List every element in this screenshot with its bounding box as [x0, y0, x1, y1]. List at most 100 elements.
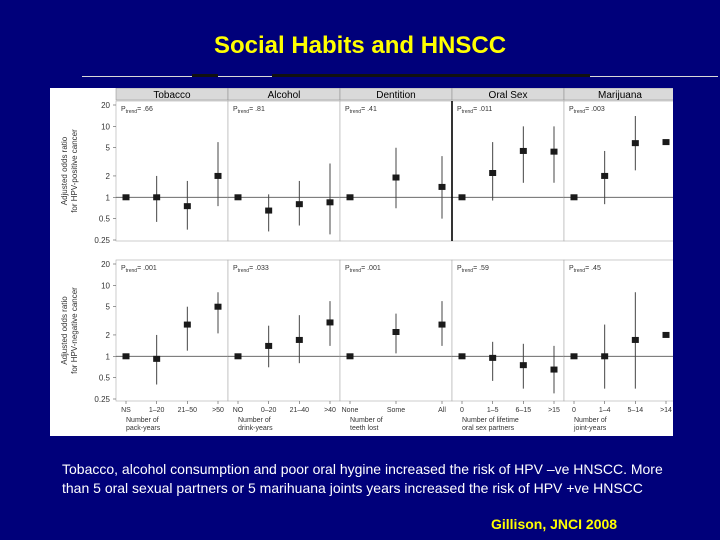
forest-plot-figure: Tobacco Ptrend= .66 Ptrend= .001 NS 1–20 21–5… [50, 88, 673, 436]
odds-ratio-point [214, 172, 222, 179]
odds-ratio-point [438, 183, 446, 190]
x-tick-label: >14 [660, 407, 672, 414]
x-axis-label: Number of [238, 417, 271, 424]
x-tick-label: 1–20 [149, 407, 165, 414]
x-tick-label: 21–40 [290, 407, 310, 414]
odds-ratio-point [295, 201, 303, 208]
x-axis-label: oral sex partners [462, 425, 515, 432]
odds-ratio-point [438, 321, 446, 328]
x-tick-label: 0 [460, 407, 464, 414]
x-axis-label: Number of [574, 417, 607, 424]
y-tick-label: 0.5 [99, 374, 111, 383]
odds-ratio-point [265, 207, 273, 214]
odds-ratio-point [183, 321, 191, 328]
y-axis-title: for HPV-negative cancer [70, 287, 79, 374]
odds-ratio-point [234, 194, 242, 201]
odds-ratio-point [601, 172, 609, 179]
y-tick-label: 5 [106, 303, 111, 312]
odds-ratio-point [570, 194, 578, 201]
y-axis-title: Adjusted odds ratio [60, 136, 69, 205]
odds-ratio-point [234, 353, 242, 360]
x-axis-label: Number of lifetime [462, 417, 519, 424]
p-trend-label: Ptrend= .003 [569, 106, 605, 115]
x-tick-label: 0 [572, 407, 576, 414]
odds-ratio-point [662, 139, 670, 146]
y-tick-label: 2 [106, 331, 111, 340]
panel-title: Dentition [376, 90, 415, 101]
odds-ratio-point [519, 147, 527, 154]
y-tick-label: 10 [101, 281, 110, 290]
odds-ratio-point [346, 194, 354, 201]
x-tick-label: 1–5 [487, 407, 499, 414]
x-axis-label: Number of [350, 417, 383, 424]
panel-title: Oral Sex [489, 90, 528, 101]
odds-ratio-point [122, 194, 130, 201]
odds-ratio-point [326, 319, 334, 326]
odds-ratio-point [183, 203, 191, 210]
p-trend-label: Ptrend= .81 [233, 106, 265, 115]
odds-ratio-point [265, 342, 273, 349]
x-tick-label: >40 [324, 407, 336, 414]
odds-ratio-point [631, 336, 639, 343]
y-tick-label: 1 [106, 193, 111, 202]
panel-title: Tobacco [153, 90, 191, 101]
x-tick-label: 21–50 [178, 407, 198, 414]
odds-ratio-point [295, 336, 303, 343]
y-tick-label: 5 [106, 144, 111, 153]
p-trend-label: Ptrend= .66 [121, 106, 153, 115]
odds-ratio-point [214, 303, 222, 310]
panel-title: Marijuana [598, 90, 642, 101]
x-tick-label: 0–20 [261, 407, 277, 414]
odds-ratio-point [550, 148, 558, 155]
odds-ratio-point [519, 362, 527, 369]
x-tick-label: >15 [548, 407, 560, 414]
p-trend-label: Ptrend= .033 [233, 265, 269, 274]
p-trend-label: Ptrend= .59 [457, 265, 489, 274]
panel-box [563, 100, 673, 242]
panel-box [451, 100, 565, 242]
citation: Gillison, JNCI 2008 [491, 516, 618, 532]
slide-caption: Tobacco, alcohol consumption and poor or… [62, 461, 663, 496]
y-tick-label: 1 [106, 352, 111, 361]
x-tick-label: NO [233, 407, 244, 414]
y-tick-label: 2 [106, 172, 111, 181]
panel-box [115, 259, 229, 402]
slide-title: Social Habits and HNSCC [213, 32, 507, 59]
panel-header [563, 88, 673, 101]
odds-ratio-point [662, 331, 670, 338]
x-axis-label: joint-years [573, 425, 607, 432]
y-axis-title: for HPV-positive cancer [70, 129, 79, 213]
x-axis-label: teeth lost [350, 425, 378, 432]
x-axis-label: pack-years [126, 425, 161, 432]
panel-box [563, 259, 673, 402]
odds-ratio-point [153, 355, 161, 362]
odds-ratio-point [601, 353, 609, 360]
underline-accent [272, 74, 590, 77]
y-tick-label: 0.25 [94, 236, 110, 245]
x-tick-label: 5–14 [628, 407, 644, 414]
odds-ratio-point [392, 329, 400, 336]
x-tick-label: Some [387, 407, 405, 414]
y-tick-label: 10 [101, 122, 110, 131]
x-tick-label: None [342, 407, 359, 414]
p-trend-label: Ptrend= .001 [121, 265, 157, 274]
odds-ratio-point [550, 366, 558, 373]
odds-ratio-point [346, 353, 354, 360]
p-trend-label: Ptrend= .011 [457, 106, 492, 115]
panel-box [115, 100, 229, 242]
y-tick-label: 20 [101, 101, 110, 110]
x-tick-label: >50 [212, 407, 224, 414]
x-tick-label: All [438, 407, 446, 414]
y-tick-label: 0.5 [99, 215, 111, 224]
odds-ratio-point [570, 353, 578, 360]
panel-box [227, 100, 341, 242]
y-tick-label: 0.25 [94, 395, 110, 404]
odds-ratio-point [458, 353, 466, 360]
underline-accent [192, 74, 218, 77]
odds-ratio-point [153, 194, 161, 201]
x-tick-label: 6–15 [516, 407, 532, 414]
panel-box [227, 259, 341, 402]
odds-ratio-point [122, 353, 130, 360]
odds-ratio-point [489, 354, 497, 361]
x-tick-label: 1–4 [599, 407, 611, 414]
